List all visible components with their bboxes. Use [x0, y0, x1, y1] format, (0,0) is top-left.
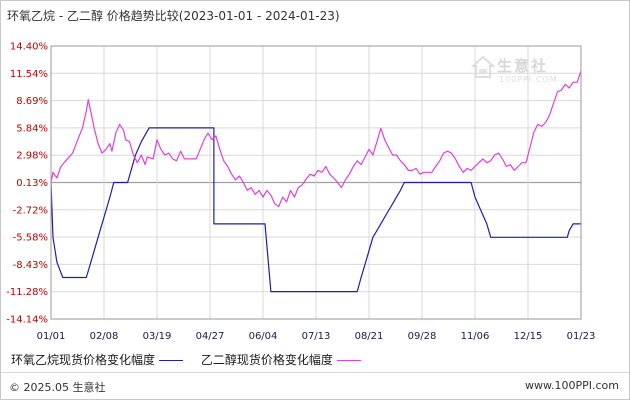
line-chart: 14.40% 11.54% 8.69% 5.84% 2.98% 0.13% -2.72% -5… [6, 42, 596, 343]
legend-label-series2: 乙二醇现货价格变化幅度 [200, 353, 333, 367]
x-tick-label: 01/01 [37, 331, 66, 342]
house-logo-icon [470, 55, 496, 78]
legend-label-series1: 环氧乙烷现货价格变化幅度 [11, 353, 156, 367]
plot-border [50, 45, 582, 320]
legend-item-series2: 乙二醇现货价格变化幅度 [201, 351, 361, 368]
y-tick-label: 0.13% [16, 178, 48, 189]
y-tick-label: -8.43% [13, 260, 48, 271]
series-line-1 [50, 127, 581, 293]
y-tick-label: -5.58% [13, 233, 48, 244]
legend-swatch-series2 [336, 360, 361, 361]
x-axis-ticks: 01/01 02/08 03/19 04/27 06/04 07/13 08/21 09/28… [37, 331, 596, 342]
series-line-2 [50, 70, 582, 208]
grid-layer [50, 45, 582, 320]
x-tick-label: 12/15 [514, 331, 543, 342]
x-tick-label: 06/04 [249, 331, 278, 342]
x-tick-label: 03/19 [143, 331, 172, 342]
x-tick-label: 07/13 [302, 331, 331, 342]
y-tick-label: -11.28% [6, 287, 48, 298]
y-tick-label: 5.84% [16, 123, 48, 134]
footer-divider [1, 372, 629, 373]
legend: 环氧乙烷现货价格变化幅度 乙二醇现货价格变化幅度 [11, 351, 375, 368]
y-tick-label: -14.14% [6, 315, 48, 326]
y-tick-label: 2.98% [16, 151, 48, 162]
legend-item-series1: 环氧乙烷现货价格变化幅度 [11, 351, 184, 368]
footer-copyright: © 2025.05 生意社 [9, 381, 106, 394]
y-tick-label: 11.54% [10, 69, 48, 80]
x-tick-label: 09/28 [408, 331, 437, 342]
y-axis-ticks: 14.40% 11.54% 8.69% 5.84% 2.98% 0.13% -2.72% -5… [6, 42, 48, 326]
series-layer [50, 70, 582, 293]
footer-website-link[interactable]: www.100PPI.com [525, 379, 619, 392]
x-tick-label: 01/23 [567, 331, 596, 342]
watermark-brand: 生意社 [497, 57, 549, 75]
x-tick-label: 04/27 [196, 331, 225, 342]
legend-swatch-series1 [159, 360, 184, 361]
x-tick-label: 08/21 [355, 331, 384, 342]
y-tick-label: -2.72% [13, 205, 48, 216]
y-tick-label: 8.69% [16, 96, 48, 107]
x-tick-label: 02/08 [90, 331, 119, 342]
y-tick-label: 14.40% [10, 42, 48, 53]
x-tick-label: 11/06 [461, 331, 490, 342]
chart-title: 环氧乙烷 - 乙二醇 价格趋势比较(2023-01-01 - 2024-01-2… [7, 9, 340, 23]
